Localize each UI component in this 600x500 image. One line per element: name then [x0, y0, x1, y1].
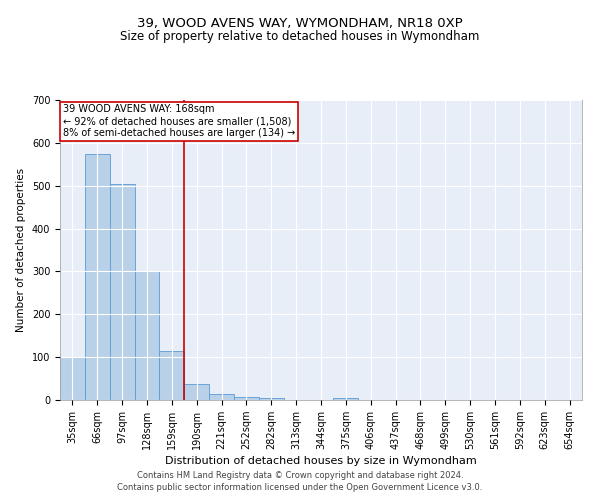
Bar	[234, 396, 259, 400]
Text: 39 WOOD AVENS WAY: 168sqm
← 92% of detached houses are smaller (1,508)
8% of sem: 39 WOOD AVENS WAY: 168sqm ← 92% of detac…	[62, 104, 295, 138]
Bar	[110, 184, 134, 400]
Text: Contains public sector information licensed under the Open Government Licence v3: Contains public sector information licen…	[118, 483, 482, 492]
Bar	[85, 154, 110, 400]
Bar	[259, 398, 284, 400]
Bar	[184, 384, 209, 400]
Text: Contains HM Land Registry data © Crown copyright and database right 2024.: Contains HM Land Registry data © Crown c…	[137, 472, 463, 480]
Bar	[209, 394, 234, 400]
Text: 39, WOOD AVENS WAY, WYMONDHAM, NR18 0XP: 39, WOOD AVENS WAY, WYMONDHAM, NR18 0XP	[137, 18, 463, 30]
Bar	[134, 272, 160, 400]
Bar	[60, 357, 85, 400]
X-axis label: Distribution of detached houses by size in Wymondham: Distribution of detached houses by size …	[165, 456, 477, 466]
Y-axis label: Number of detached properties: Number of detached properties	[16, 168, 26, 332]
Bar	[160, 350, 184, 400]
Bar	[334, 398, 358, 400]
Text: Size of property relative to detached houses in Wymondham: Size of property relative to detached ho…	[121, 30, 479, 43]
